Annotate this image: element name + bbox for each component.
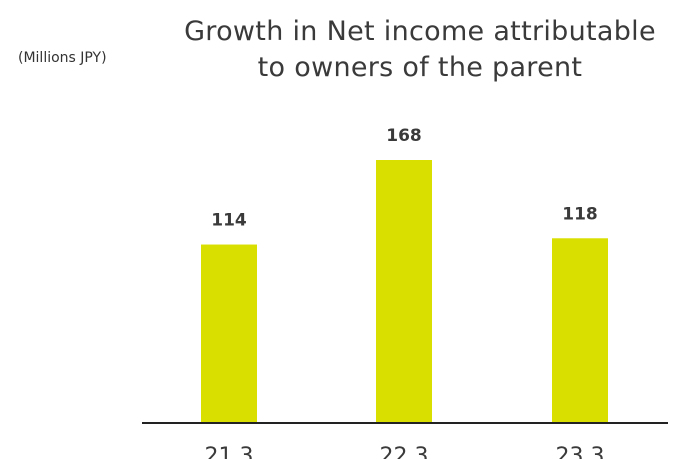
- category-label-22.3: 22.3: [380, 444, 429, 459]
- bar-21.3: [201, 244, 257, 423]
- category-label-23.3: 23.3: [556, 444, 605, 459]
- chart-title-line-2: to owners of the parent: [257, 52, 583, 83]
- unit-label: (Millions JPY): [18, 50, 107, 66]
- chart-title: Growth in Net income attributable to own…: [160, 14, 680, 86]
- bars-layer: [201, 160, 608, 423]
- value-label-22.3: 168: [386, 126, 422, 146]
- chart-title-line-1: Growth in Net income attributable: [184, 16, 656, 47]
- value-labels-layer: 114 168 118: [211, 126, 598, 231]
- value-label-23.3: 118: [562, 204, 598, 224]
- bar-23.3: [552, 238, 608, 423]
- category-label-21.3: 21.3: [205, 444, 254, 459]
- category-labels-layer: 21.3 22.3 23.3: [205, 444, 605, 459]
- bar-22.3: [376, 160, 432, 423]
- value-label-21.3: 114: [211, 211, 247, 231]
